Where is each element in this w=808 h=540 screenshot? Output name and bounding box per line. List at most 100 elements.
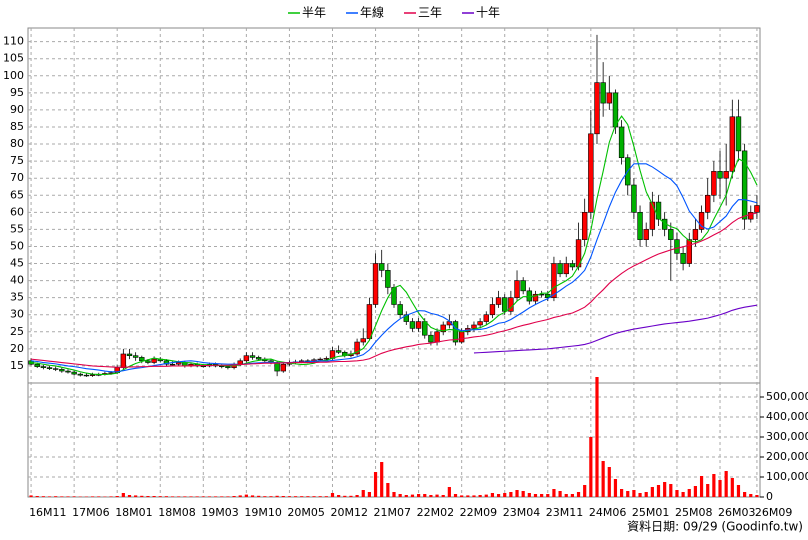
candle-body — [489, 304, 496, 316]
ma-line — [31, 115, 758, 376]
volume-bar — [287, 496, 292, 497]
volume-bar — [386, 483, 390, 497]
volume-bar — [189, 496, 193, 497]
volume-bar — [355, 495, 359, 497]
candle-body — [77, 373, 83, 376]
volume-bar — [140, 495, 144, 497]
y-tick-label: 100 — [3, 69, 24, 82]
candle-body — [588, 133, 594, 213]
volume-bar — [478, 495, 482, 497]
candle-body — [378, 263, 385, 271]
volume-bar — [675, 490, 679, 497]
candle-body — [89, 374, 96, 376]
y-tick-label: 20 — [10, 342, 24, 355]
volume-bar — [441, 495, 445, 497]
y-tick-label: 65 — [10, 188, 24, 201]
y2-tick-label: 0 — [766, 490, 773, 503]
legend-label: 年線 — [360, 5, 384, 20]
y-tick-label: 105 — [3, 52, 24, 65]
volume-bar — [195, 496, 199, 497]
volume-bar — [134, 495, 138, 497]
volume-bar — [361, 490, 365, 497]
candle-body — [335, 350, 342, 353]
candle-body — [83, 374, 90, 377]
volume-bar — [373, 472, 378, 497]
volume-bar — [435, 494, 439, 497]
candle-body — [545, 293, 551, 298]
candle-body — [46, 367, 53, 369]
candle-body — [145, 360, 151, 363]
volume-bar — [343, 495, 347, 497]
candle-body — [618, 126, 625, 159]
candle-body — [606, 92, 612, 104]
volume-bar — [558, 491, 562, 497]
candle-body — [495, 297, 502, 305]
y-tick-label: 30 — [10, 308, 24, 321]
y-tick-label: 15 — [10, 359, 24, 372]
candle-body — [483, 314, 489, 322]
x-tick-label: 26M09 — [755, 506, 793, 519]
volume-bar — [644, 492, 648, 497]
y2-tick-label: 500,000 — [766, 390, 808, 403]
volume-bar — [207, 496, 212, 497]
volume-bar — [466, 495, 470, 497]
volume-bar — [743, 492, 747, 497]
candle-body — [754, 205, 760, 213]
volume-bar — [619, 489, 624, 497]
volume-bar — [564, 494, 568, 497]
volume-bar — [152, 496, 156, 497]
candle-body — [52, 368, 59, 370]
volume-bar — [638, 493, 642, 497]
candle-body — [354, 341, 360, 355]
volume-bar — [656, 485, 661, 497]
candle-body — [520, 280, 526, 292]
volume-bar — [712, 474, 716, 497]
candle-body — [59, 369, 65, 372]
candle-body — [108, 372, 114, 374]
legend-label: 三年 — [418, 6, 442, 20]
candle-body — [385, 270, 391, 288]
volume-bar — [392, 492, 396, 497]
volume-bar — [164, 496, 169, 497]
candle-body — [569, 263, 576, 268]
y-tick-label: 90 — [10, 103, 24, 116]
volume-bar — [552, 489, 556, 497]
volume-bar — [601, 461, 605, 497]
candle-body — [126, 353, 133, 356]
volume-bar — [263, 496, 267, 497]
volume-bar — [583, 485, 587, 497]
candle-body — [477, 321, 483, 326]
footnote: 資料日期: 09/29 (Goodinfo.tw) — [627, 520, 803, 534]
volume-bar — [47, 496, 52, 497]
volume-bar — [177, 496, 181, 497]
candle-body — [163, 360, 170, 365]
volume-bar — [663, 482, 667, 497]
candle-body — [65, 370, 71, 373]
x-tick-label: 23M04 — [503, 506, 540, 519]
volume-bar — [490, 493, 495, 497]
y-tick-label: 35 — [10, 291, 24, 304]
y-tick-label: 40 — [10, 274, 24, 287]
candle-body — [532, 293, 539, 302]
candle-body — [563, 263, 569, 275]
candle-body — [502, 297, 508, 312]
candle-body — [422, 321, 428, 336]
volume-bar — [626, 491, 630, 497]
candle-body — [366, 304, 373, 339]
volume-bar — [570, 494, 574, 497]
legend-label: 半年 — [302, 6, 326, 20]
volume-bar — [546, 494, 550, 497]
candle-body — [643, 229, 649, 240]
volume-bar — [417, 494, 421, 497]
volume-bar — [300, 496, 304, 497]
volume-bar — [669, 484, 673, 497]
candle-body — [34, 363, 40, 367]
x-tick-label: 24M06 — [589, 506, 627, 519]
y-tick-label: 25 — [10, 325, 24, 338]
volume-bar — [398, 494, 402, 497]
volume-bar — [718, 480, 722, 497]
candle-body — [176, 362, 182, 365]
volume-bar — [706, 484, 710, 497]
candle-body — [434, 331, 440, 343]
volume-bar — [35, 496, 39, 497]
